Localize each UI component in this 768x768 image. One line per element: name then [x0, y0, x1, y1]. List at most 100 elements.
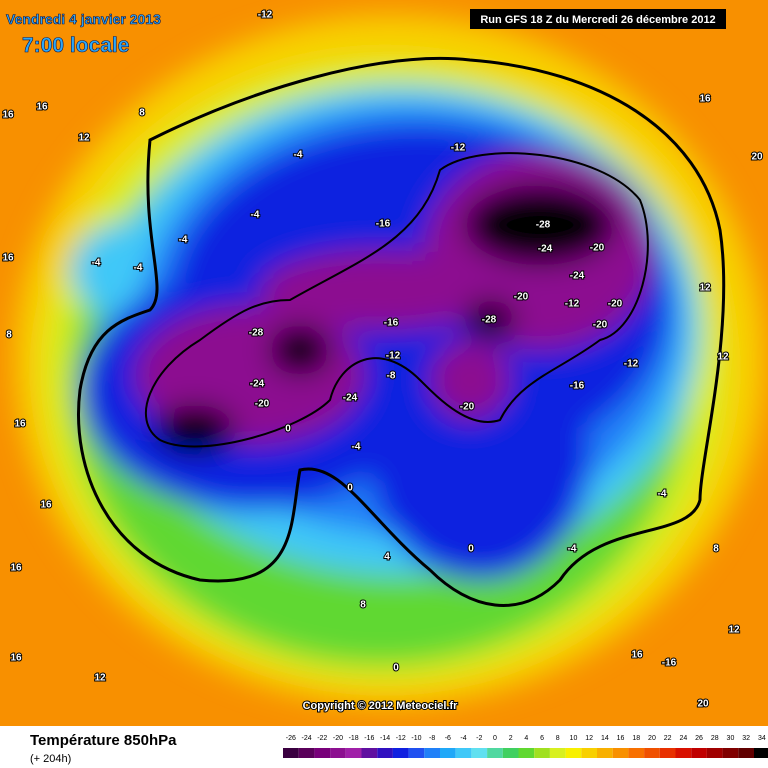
contour-label: 4	[384, 552, 390, 563]
legend-swatch	[424, 748, 440, 758]
contour-label: -28	[249, 328, 264, 339]
contour-label: -4	[179, 235, 188, 246]
contour-label: 12	[728, 625, 740, 636]
contour-label: 16	[2, 110, 14, 121]
run-box	[470, 9, 726, 29]
legend-tick: 2	[509, 735, 513, 742]
legend-tick: -10	[411, 735, 421, 742]
legend-swatch	[738, 748, 754, 758]
contour-label: -4	[568, 544, 577, 555]
legend-swatch	[330, 748, 346, 758]
contour-label: 8	[360, 600, 366, 611]
contour-label: -4	[294, 150, 303, 161]
legend-swatch	[408, 748, 425, 758]
contour-label: -16	[570, 381, 585, 392]
legend-swatch	[502, 748, 519, 758]
contour-label: -20	[514, 292, 529, 303]
legend-swatch	[314, 748, 331, 758]
legend-tick: -6	[445, 735, 451, 742]
contour-label: -20	[608, 299, 623, 310]
legend-swatch	[565, 748, 582, 758]
contour-label: -24	[570, 271, 585, 282]
legend-swatch	[534, 748, 550, 758]
contour-label: -4	[92, 258, 101, 269]
contour-label: 12	[699, 283, 711, 294]
legend-tick: 30	[727, 735, 735, 742]
contour-label: -12	[258, 10, 273, 21]
contour-label: -20	[255, 399, 270, 410]
legend-tick: 24	[679, 735, 687, 742]
legend-swatch	[597, 748, 613, 758]
contour-label: 0	[285, 424, 291, 435]
copyright: Copyright © 2012 Meteociel.fr	[303, 700, 459, 712]
contour-label: 8	[713, 544, 719, 555]
legend-tick: 18	[632, 735, 640, 742]
legend-tick: -22	[317, 735, 327, 742]
legend-tick: 22	[664, 735, 672, 742]
run-info: Run GFS 18 Z du Mercredi 26 décembre 201…	[480, 14, 715, 26]
contour-label: 8	[6, 330, 12, 341]
legend-swatch	[581, 748, 597, 758]
valid-time: 7:00 locale	[22, 34, 129, 57]
contour-label: -20	[460, 402, 475, 413]
contour-label: -16	[662, 658, 677, 669]
legend-tick: 20	[648, 735, 656, 742]
contour-label: 12	[78, 133, 90, 144]
legend-swatch	[518, 748, 535, 758]
legend-swatch	[283, 748, 299, 758]
contour-label: -4	[251, 210, 260, 221]
legend-swatch	[487, 748, 503, 758]
contour-label: 16	[699, 94, 711, 105]
legend-swatch	[377, 748, 393, 758]
legend-tick: -12	[396, 735, 406, 742]
legend-tick: 0	[493, 735, 497, 742]
contour-label: -24	[538, 244, 553, 255]
legend-swatch	[471, 748, 488, 758]
legend-swatch	[549, 748, 566, 758]
contour-label: 16	[10, 563, 22, 574]
legend-swatch	[392, 748, 409, 758]
legend-tick: -8	[429, 735, 435, 742]
legend-tick: -24	[301, 735, 311, 742]
contour-label: 0	[347, 483, 353, 494]
legend-swatch	[298, 748, 315, 758]
contour-label: 16	[14, 419, 26, 430]
contour-label: 12	[94, 673, 106, 684]
legend-swatch	[628, 748, 645, 758]
legend-tick: 16	[617, 735, 625, 742]
contour-label: -28	[536, 220, 551, 231]
forecast-lead: (+ 204h)	[30, 753, 71, 765]
legend-swatch	[345, 748, 362, 758]
valid-date: Vendredi 4 janvier 2013	[6, 11, 161, 27]
legend-swatch	[612, 748, 629, 758]
legend-tick: 34	[758, 735, 766, 742]
temperature-field	[0, 0, 768, 726]
legend-swatch	[675, 748, 692, 758]
contour-label: 16	[2, 253, 14, 264]
contour-label: 12	[717, 352, 729, 363]
legend-tick: 6	[540, 735, 544, 742]
legend-tick: -20	[333, 735, 343, 742]
contour-label: -12	[451, 143, 466, 154]
contour-label: 8	[139, 108, 145, 119]
legend-swatch	[440, 748, 456, 758]
legend-tick: 32	[742, 735, 750, 742]
contour-label: -8	[387, 371, 396, 382]
legend-tick: -2	[476, 735, 482, 742]
contour-label: -16	[376, 219, 391, 230]
legend-swatch	[722, 748, 739, 758]
contour-label: 16	[10, 653, 22, 664]
legend-tick: -4	[460, 735, 466, 742]
contour-label: 20	[751, 152, 763, 163]
legend-swatch	[361, 748, 378, 758]
legend-swatch	[706, 748, 723, 758]
legend-tick: 26	[695, 735, 703, 742]
contour-label: 16	[631, 650, 643, 661]
legend-tick: 4	[524, 735, 528, 742]
legend-swatch	[659, 748, 676, 758]
contour-label: -20	[590, 243, 605, 254]
legend-tick: 12	[585, 735, 593, 742]
contour-label: -12	[624, 359, 639, 370]
